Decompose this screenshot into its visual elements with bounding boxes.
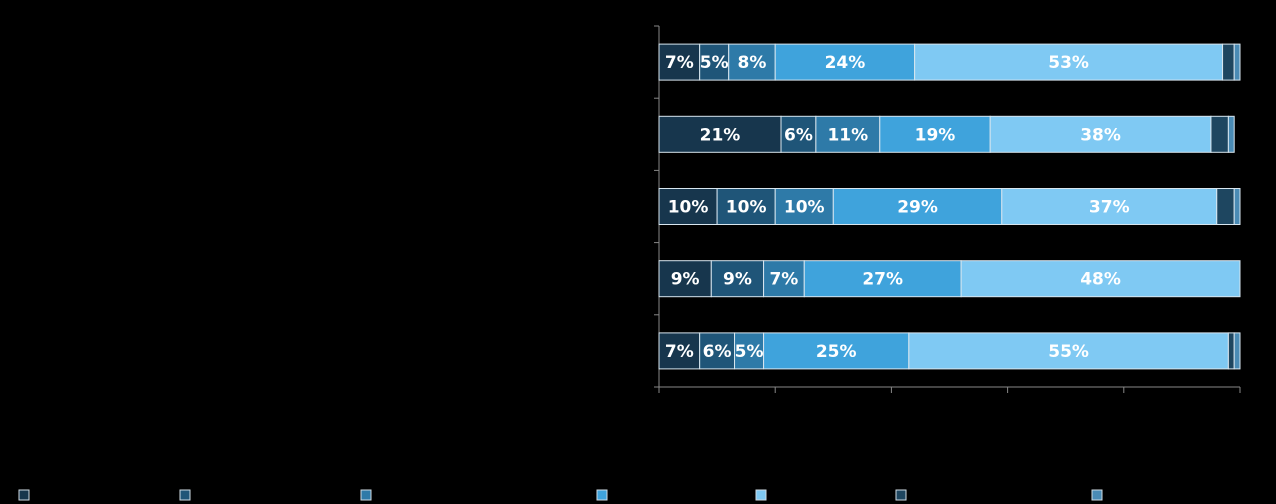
value-label: 29% [897,198,938,218]
bar-segment [908,332,1229,370]
value-label: 38% [1080,125,1121,145]
bar-segment [1222,43,1235,81]
bar-segment [1227,115,1235,153]
legend-swatch [1091,489,1103,501]
bar-segment [1001,188,1218,225]
bar-segment [1227,332,1235,370]
value-label: 53% [1048,53,1089,73]
value-label: 6% [703,342,732,362]
bar-segment [1210,115,1229,153]
legend-swatch [895,489,907,501]
bar-segment [815,115,881,153]
value-label: 27% [862,270,903,290]
value-label: 9% [671,270,700,290]
bar-segment [658,43,701,81]
legend-swatch [360,489,372,501]
bar-segment [1216,188,1235,225]
bar-segment [879,115,991,153]
value-label: 10% [668,198,709,218]
value-label: 5% [700,53,729,73]
value-label: 6% [784,125,813,145]
value-label: 19% [915,125,956,145]
value-label: 7% [769,270,798,290]
bar-segment [780,115,817,153]
bar-segment [1233,188,1241,225]
bar-segment [658,332,701,370]
value-label: 8% [738,53,767,73]
value-label: 48% [1080,270,1121,290]
bar-segment [658,260,712,298]
value-label: 55% [1048,342,1089,362]
value-label: 37% [1089,198,1130,218]
value-label: 10% [784,198,825,218]
bar-segment [710,260,765,298]
value-label: 11% [827,125,868,145]
value-label: 21% [700,125,741,145]
bar-segment [763,332,910,370]
legend-swatch [179,489,191,501]
bar-segment [1233,332,1241,370]
value-label: 5% [735,342,764,362]
bar-segment [989,115,1212,153]
value-label: 7% [665,342,694,362]
bar-segment [658,115,782,153]
legend-swatch [596,489,608,501]
bar-segment [728,43,776,81]
value-label: 10% [726,198,767,218]
legend-swatch [755,489,767,501]
value-label: 9% [723,270,752,290]
bar-segment [960,260,1241,298]
legend-swatch [18,489,30,501]
bar-segment [803,260,962,298]
bar-segment [1233,43,1241,81]
bar-segment [763,260,805,298]
value-label: 7% [665,53,694,73]
value-label: 24% [825,53,866,73]
value-label: 25% [816,342,857,362]
bar-segment [699,332,736,370]
bar-segment [658,188,718,225]
